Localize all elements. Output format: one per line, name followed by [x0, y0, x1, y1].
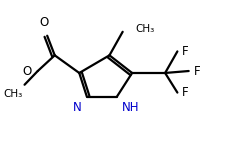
Text: F: F [182, 86, 189, 99]
Text: CH₃: CH₃ [3, 89, 23, 99]
Text: N: N [73, 101, 82, 114]
Text: F: F [194, 64, 200, 78]
Text: NH: NH [122, 101, 139, 114]
Text: F: F [182, 45, 189, 58]
Text: O: O [40, 16, 49, 29]
Text: O: O [23, 64, 32, 78]
Text: CH₃: CH₃ [136, 24, 155, 34]
